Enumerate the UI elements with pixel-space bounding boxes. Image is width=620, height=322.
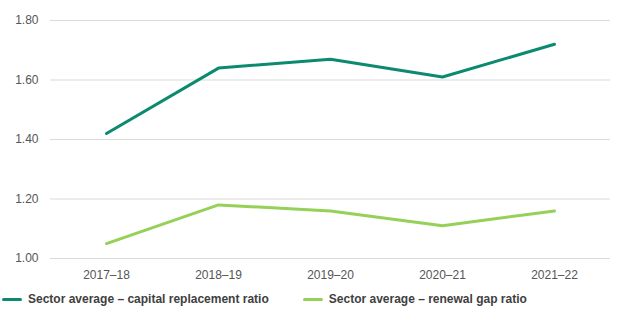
svg-text:2020–21: 2020–21 (419, 268, 466, 282)
svg-text:1.40: 1.40 (15, 132, 39, 146)
svg-text:1.60: 1.60 (15, 73, 39, 87)
svg-text:1.80: 1.80 (15, 13, 39, 27)
html-text:Sector average – renewal gap r: Sector average – renewal gap ratio (328, 292, 527, 306)
svg-text:2017–18: 2017–18 (83, 268, 130, 282)
svg-text:2021–22: 2021–22 (531, 268, 578, 282)
html-text:Sector average – capital repla: Sector average – capital replacement rat… (28, 292, 269, 306)
svg-text:2019–20: 2019–20 (307, 268, 354, 282)
svg-text:2018–19: 2018–19 (195, 268, 242, 282)
svg-text:1.20: 1.20 (15, 192, 39, 206)
svg-text:1.00: 1.00 (15, 251, 39, 265)
